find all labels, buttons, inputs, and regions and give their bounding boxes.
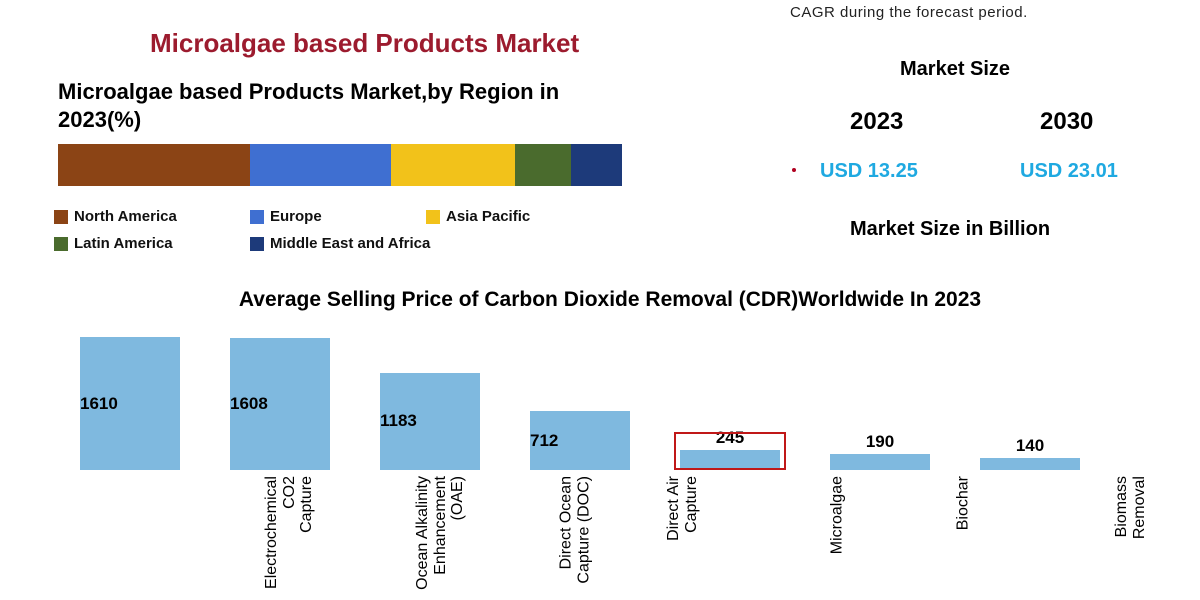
x-axis-label: Direct Ocean Capture (DOC) — [558, 476, 593, 584]
bar-column: 140 — [980, 436, 1080, 470]
bar-rect: 1183 — [380, 373, 480, 470]
legend-label: Europe — [270, 208, 322, 225]
region-segment — [391, 144, 515, 186]
region-segment — [515, 144, 571, 186]
legend-item: Asia Pacific — [426, 208, 576, 225]
legend-swatch — [250, 237, 264, 251]
page-title: Microalgae based Products Market — [150, 28, 579, 59]
bar-column: 1608 — [230, 338, 330, 470]
market-size-value-2: USD 23.01 — [1020, 160, 1118, 183]
x-axis-label: Direct Air Capture — [665, 476, 700, 541]
bar-column: 1183 — [380, 373, 480, 470]
cdr-chart-title: Average Selling Price of Carbon Dioxide … — [160, 288, 1060, 312]
legend-swatch — [250, 210, 264, 224]
x-axis-label: Microalgae — [828, 476, 846, 554]
region-stacked-bar — [58, 144, 622, 186]
bar-column: 190 — [830, 432, 930, 470]
bar-value-label: 140 — [1016, 436, 1044, 456]
bar-value-label: 190 — [866, 432, 894, 452]
x-axis-label: Electrochemical CO2 Capture — [263, 476, 316, 589]
legend-item: Latin America — [54, 235, 204, 252]
legend-item: Middle East and Africa — [250, 235, 470, 252]
page-title-text: Microalgae based Products Market — [150, 28, 579, 58]
region-segment — [571, 144, 622, 186]
bar-rect: 1610 — [80, 337, 180, 470]
bar-value-label: 1608 — [230, 394, 268, 414]
legend-label: Asia Pacific — [446, 208, 530, 225]
x-axis-label: Biomass Removal — [1113, 476, 1148, 539]
decorative-dot — [792, 168, 796, 172]
bar-value-label: 712 — [530, 431, 558, 451]
bar-rect: 1608 — [230, 338, 330, 470]
x-axis-label: Ocean Alkalinity Enhancement (OAE) — [414, 476, 467, 590]
x-axis-label: Biochar — [954, 476, 972, 530]
legend-label: North America — [74, 208, 177, 225]
region-legend: North America Europe Asia Pacific Latin Ame… — [54, 208, 654, 252]
legend-item: North America — [54, 208, 204, 225]
bar-rect — [830, 454, 930, 470]
legend-swatch — [54, 237, 68, 251]
region-chart-title: Microalgae based Products Market,by Regi… — [58, 78, 618, 133]
market-size-year-1: 2023 — [850, 108, 903, 136]
bar-value-label: 1183 — [380, 411, 417, 431]
bar-column: 712 — [530, 411, 630, 470]
region-segment — [250, 144, 391, 186]
legend-swatch — [54, 210, 68, 224]
legend-swatch — [426, 210, 440, 224]
market-size-heading: Market Size — [900, 58, 1010, 81]
market-size-value-1: USD 13.25 — [820, 160, 918, 183]
forecast-note: CAGR during the forecast period. — [790, 4, 1028, 21]
region-segment — [58, 144, 250, 186]
highlight-box — [674, 432, 786, 470]
bar-column: 1610 — [80, 337, 180, 470]
market-size-year-2: 2030 — [1040, 108, 1093, 136]
cdr-bar-chart: 161016081183712245190140 Electrochemical… — [80, 330, 1140, 500]
bar-rect — [980, 458, 1080, 470]
bar-value-label: 1610 — [80, 394, 118, 414]
legend-item: Europe — [250, 208, 380, 225]
legend-label: Middle East and Africa — [270, 235, 430, 252]
bar-rect: 712 — [530, 411, 630, 470]
market-size-footer: Market Size in Billion — [850, 218, 1050, 241]
legend-label: Latin America — [74, 235, 173, 252]
